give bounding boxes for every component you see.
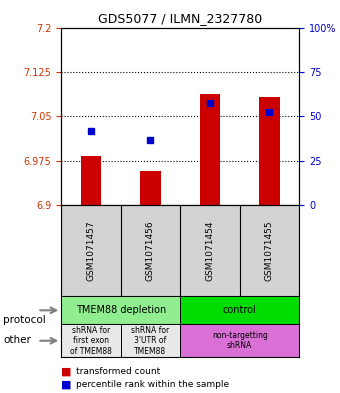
Bar	[259, 97, 280, 205]
Text: protocol: protocol	[3, 315, 46, 325]
Text: percentile rank within the sample: percentile rank within the sample	[76, 380, 230, 389]
FancyBboxPatch shape	[180, 324, 299, 357]
Text: TMEM88 depletion: TMEM88 depletion	[75, 305, 166, 315]
Text: ■: ■	[61, 379, 72, 389]
FancyBboxPatch shape	[61, 324, 121, 357]
Text: control: control	[223, 305, 257, 315]
Text: shRNA for
3'UTR of
TMEM88: shRNA for 3'UTR of TMEM88	[131, 326, 170, 356]
Text: GSM1071454: GSM1071454	[205, 220, 215, 281]
Text: ■: ■	[61, 366, 72, 376]
Text: other: other	[3, 335, 31, 345]
Bar	[140, 171, 161, 205]
Text: GSM1071457: GSM1071457	[86, 220, 96, 281]
Bar	[81, 156, 101, 205]
Text: non-targetting
shRNA: non-targetting shRNA	[212, 331, 268, 351]
Text: GSM1071456: GSM1071456	[146, 220, 155, 281]
FancyBboxPatch shape	[61, 296, 180, 324]
Title: GDS5077 / ILMN_2327780: GDS5077 / ILMN_2327780	[98, 12, 262, 25]
Text: shRNA for
first exon
of TMEM88: shRNA for first exon of TMEM88	[70, 326, 112, 356]
FancyBboxPatch shape	[180, 296, 299, 324]
FancyBboxPatch shape	[121, 324, 180, 357]
Text: GSM1071455: GSM1071455	[265, 220, 274, 281]
Bar	[200, 94, 220, 205]
Text: transformed count: transformed count	[76, 367, 161, 376]
